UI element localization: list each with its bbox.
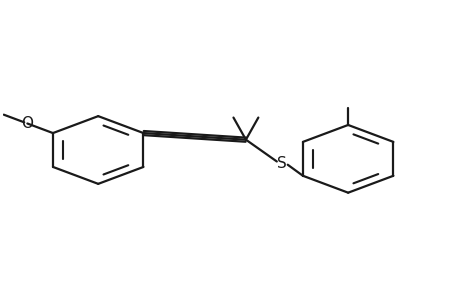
Text: S: S <box>277 156 286 171</box>
Text: O: O <box>21 116 34 131</box>
